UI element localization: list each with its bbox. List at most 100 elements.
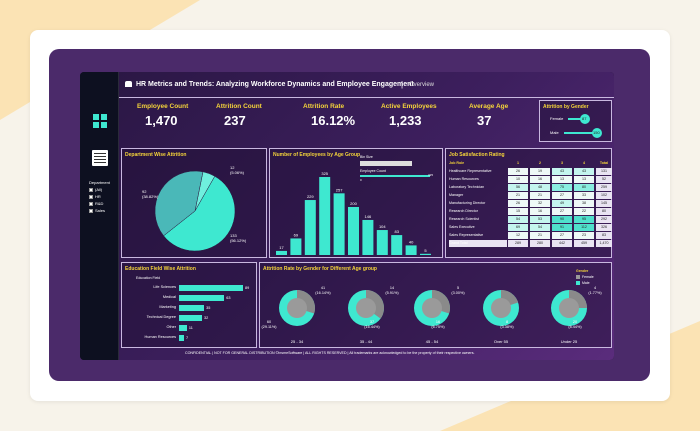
checkbox-icon[interactable] — [89, 202, 93, 206]
kpi-label: Average Age — [469, 103, 509, 110]
education-bar[interactable] — [179, 305, 205, 311]
attrition-donut-panel: Attrition Rate by Gender for Different A… — [259, 262, 612, 348]
kpi-label: Active Employees — [381, 103, 437, 110]
education-bar[interactable] — [179, 335, 185, 341]
table-cell: 131 — [596, 168, 612, 175]
checkbox-icon[interactable] — [89, 209, 93, 213]
donut-data-label: 14 — [390, 286, 394, 290]
education-bar-label: 35 — [206, 306, 211, 310]
gender-label: Female — [550, 116, 564, 121]
gender-panel: Attrition by Gender Female 87 Male 150 — [539, 100, 612, 142]
employee-count-slider[interactable] — [360, 175, 430, 177]
table-cell: 259 — [596, 184, 612, 191]
education-category-label: Marketing — [159, 305, 176, 309]
table-row: Sales Representative 12 21 27 23 83 — [446, 232, 613, 240]
table-header: 4 — [583, 161, 585, 165]
bin-size-label: Bin Size — [360, 155, 373, 159]
table-cell: 91 — [552, 224, 572, 231]
donut-hole — [356, 298, 376, 318]
table-cell: 280 — [530, 240, 550, 247]
donut-hole — [287, 298, 307, 318]
age-bar[interactable] — [362, 219, 374, 255]
education-bar[interactable] — [179, 315, 202, 321]
table-cell: 13 — [552, 176, 572, 183]
table-cell: 27 — [552, 208, 572, 215]
dashboard: HR Metrics and Trends: Analyzing Workfor… — [119, 72, 614, 360]
table-cell: 21 — [508, 192, 528, 199]
filter-option-label: (All) — [95, 187, 103, 192]
age-bar[interactable] — [391, 235, 403, 255]
age-bar[interactable] — [333, 193, 345, 255]
table-cell: Manager — [449, 193, 464, 197]
age-bar[interactable] — [405, 245, 417, 255]
age-bar-label: 5 — [424, 248, 427, 253]
gender-marker — [592, 128, 602, 138]
table-header: 2 — [539, 161, 541, 165]
employee-count-label: Employee Count — [360, 169, 386, 173]
education-bar-label: 32 — [204, 316, 209, 320]
kpi-label: Attrition Rate — [303, 103, 345, 110]
checkbox-icon[interactable] — [89, 195, 93, 199]
donut-hole — [559, 298, 579, 318]
table-row: Laboratory Technician 56 48 75 80 259 — [446, 184, 613, 192]
bin-size-slider[interactable] — [360, 161, 412, 166]
donut-data-label: 20 — [573, 320, 577, 324]
donut-data-label: 41 — [321, 286, 325, 290]
age-bar[interactable] — [304, 200, 316, 255]
table-row: Healthcare Representative 26 19 43 43 131 — [446, 168, 613, 176]
age-bar[interactable] — [420, 253, 431, 255]
table-cell: 95 — [574, 216, 594, 223]
pie-slice[interactable] — [154, 170, 204, 237]
table-cell: Human Resources — [449, 177, 479, 181]
education-axis-label: Education Field — [136, 276, 161, 280]
kpi-value: 237 — [224, 113, 246, 128]
table-cell: 54 — [530, 224, 550, 231]
table-cell: 43 — [574, 168, 594, 175]
grid-icon[interactable] — [93, 114, 107, 128]
age-bar-label: 69 — [294, 232, 299, 237]
table-cell: Healthcare Representative — [449, 169, 492, 173]
table-row: Manufacturing Director 26 32 49 38 145 — [446, 200, 613, 208]
table-cell: 326 — [596, 224, 612, 231]
education-panel-title: Education Field Wise Attrition — [125, 266, 196, 272]
filter-title: Department — [89, 180, 110, 185]
age-bar-label: 257 — [336, 187, 343, 192]
table-cell: 16 — [530, 208, 550, 215]
education-bar[interactable] — [179, 325, 187, 331]
donut-hole — [422, 298, 442, 318]
age-bar[interactable] — [290, 238, 302, 255]
education-bar[interactable] — [179, 285, 243, 291]
age-bar[interactable] — [376, 230, 388, 255]
pie-slice[interactable] — [163, 175, 236, 252]
table-cell: 38 — [574, 200, 594, 207]
donut-data-label: 37 — [370, 320, 374, 324]
kpi-label: Employee Count — [137, 103, 189, 110]
donut-data-label: (1.77%) — [588, 291, 602, 295]
table-cell: 48 — [530, 184, 550, 191]
table-header: 1 — [517, 161, 519, 165]
pie-data-label: 12 — [230, 165, 235, 170]
table-cell: 21 — [530, 232, 550, 239]
gender-value: 87 — [582, 116, 587, 121]
people-icon — [125, 81, 132, 87]
age-bar[interactable] — [319, 177, 331, 255]
education-category-label: Human Resources — [144, 335, 176, 339]
donut-age-label: 45 - 54 — [426, 339, 439, 344]
checkbox-icon[interactable] — [89, 188, 93, 192]
education-category-label: Other — [166, 325, 177, 329]
donut-data-label: 8 — [506, 320, 508, 324]
age-bar[interactable] — [348, 207, 359, 255]
donut-data-label: 60 — [267, 320, 271, 324]
donut-data-label: (16.44%) — [364, 325, 380, 329]
age-bar[interactable] — [276, 250, 287, 255]
kpi-value: 1,233 — [389, 113, 422, 128]
page-subtitle: Overview — [409, 82, 435, 88]
table-row: Research Director 15 16 27 22 80 — [446, 208, 613, 216]
education-bar[interactable] — [179, 295, 225, 301]
donut-age-label: 35 - 44 — [360, 339, 373, 344]
donut-data-label: (29.11%) — [261, 325, 277, 329]
age-panel: Number of Employees by Age Group Bin Siz… — [269, 148, 443, 258]
age-bar-label: 146 — [365, 214, 372, 219]
employee-count-max: 325 — [428, 173, 434, 177]
table-icon[interactable] — [92, 150, 108, 166]
